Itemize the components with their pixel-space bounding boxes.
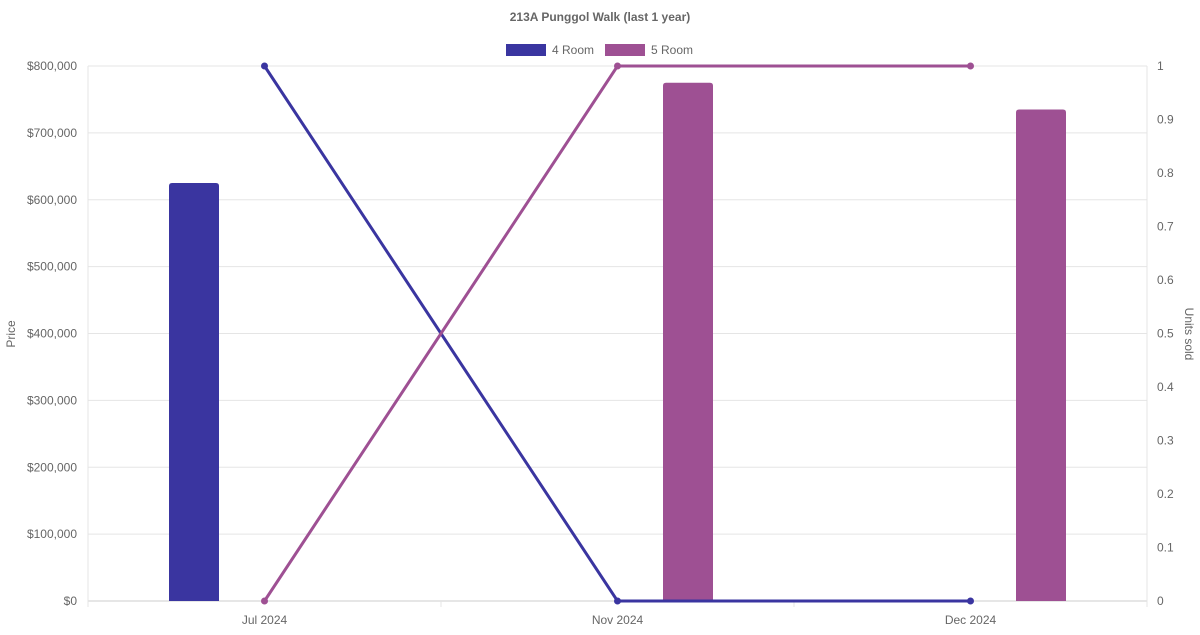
bar-5-room: [663, 82, 713, 601]
chart-title: 213A Punggol Walk (last 1 year): [510, 10, 691, 24]
lines: [261, 62, 974, 605]
y2-tick-label: 0.9: [1157, 113, 1174, 127]
point: [614, 597, 621, 605]
x-tick-label: Dec 2024: [945, 613, 997, 627]
y2-axis-label: Units sold: [1182, 308, 1196, 361]
y2-tick-label: 0.7: [1157, 220, 1174, 234]
point: [967, 62, 974, 70]
y2-tick-label: 0.4: [1157, 380, 1174, 394]
bars: [169, 82, 1066, 601]
y2-tick-label: 0.5: [1157, 327, 1174, 341]
y2-tick-label: 0.1: [1157, 541, 1174, 555]
legend-swatch: [605, 44, 645, 56]
legend-label: 4 Room: [552, 43, 594, 57]
y-tick-label: $600,000: [27, 193, 77, 207]
y-tick-label: $800,000: [27, 59, 77, 73]
bar-4-room: [169, 183, 219, 601]
x-tick-label: Jul 2024: [242, 613, 288, 627]
y2-tick-label: 0.3: [1157, 434, 1174, 448]
point: [261, 62, 268, 70]
x-tick-label: Nov 2024: [592, 613, 644, 627]
y2-tick-label: 0.8: [1157, 166, 1174, 180]
y-tick-label: $0: [64, 594, 78, 608]
grid: [87, 65, 1148, 607]
y-tick-label: $300,000: [27, 393, 77, 407]
y-tick-label: $700,000: [27, 126, 77, 140]
legend-swatch: [506, 44, 546, 56]
point: [261, 597, 268, 605]
y2-tick-label: 1: [1157, 59, 1164, 73]
y-tick-label: $100,000: [27, 527, 77, 541]
y2-tick-label: 0: [1157, 594, 1164, 608]
y-tick-label: $400,000: [27, 327, 77, 341]
y2-tick-label: 0.6: [1157, 273, 1174, 287]
y-axis-label: Price: [4, 320, 18, 348]
bar-5-room: [1016, 109, 1066, 601]
axes: $0 $100,000 $200,000 $300,000 $400,000 $500,0…: [27, 59, 1174, 627]
y-tick-label: $500,000: [27, 260, 77, 274]
legend-label: 5 Room: [651, 43, 693, 57]
point: [614, 62, 621, 70]
legend: 4 Room 5 Room: [506, 43, 693, 57]
point: [967, 597, 974, 605]
y-tick-label: $200,000: [27, 460, 77, 474]
y2-tick-label: 0.2: [1157, 487, 1174, 501]
